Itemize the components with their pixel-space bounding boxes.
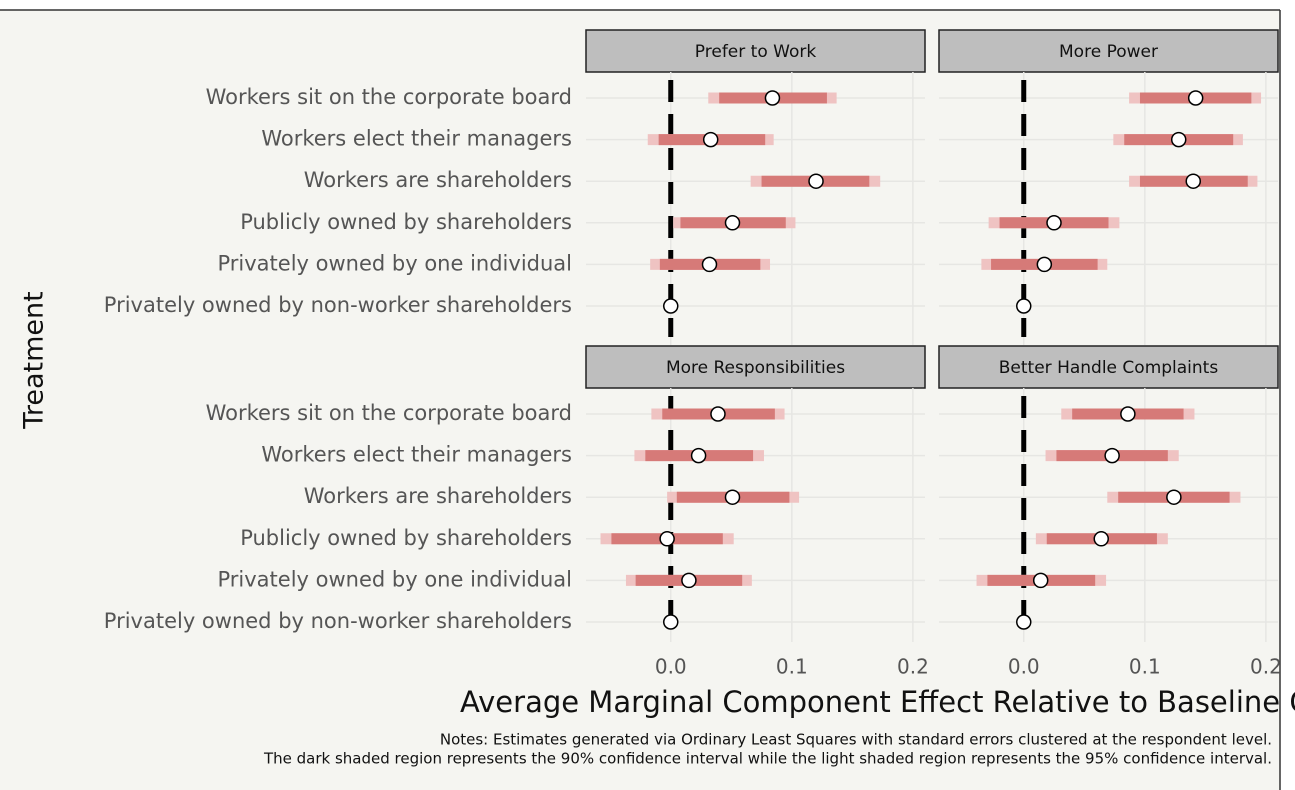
x-axis-label: Average Marginal Component Effect Relati… — [460, 685, 1295, 719]
strip — [938, 345, 1279, 389]
x-tick-label: 0.0 — [1008, 655, 1040, 679]
point — [1166, 489, 1182, 505]
y-tick-label: Workers are shareholders — [304, 484, 572, 508]
x-tick-label: 0.2 — [1250, 655, 1282, 679]
panel-title: More Responsibilities — [666, 358, 845, 378]
y-tick-label: Workers sit on the corporate board — [206, 85, 572, 109]
note: Notes: Estimates generated via Ordinary … — [440, 731, 1272, 749]
point — [1016, 298, 1032, 314]
point — [724, 215, 741, 231]
y-tick-label: Privately owned by non-worker shareholde… — [104, 609, 572, 633]
strip — [938, 29, 1279, 73]
y-tick-label: Workers elect their managers — [261, 127, 572, 151]
point — [1016, 614, 1032, 630]
point — [659, 531, 675, 547]
point — [681, 572, 697, 589]
point — [701, 256, 718, 273]
y-tick-label: Workers elect their managers — [261, 443, 572, 467]
point — [710, 406, 726, 422]
point — [663, 614, 679, 630]
point — [724, 489, 741, 505]
point — [1032, 572, 1049, 589]
point — [1093, 531, 1109, 547]
panel-title: Better Handle Complaints — [999, 358, 1219, 378]
x-tick-label: 0.0 — [655, 655, 687, 679]
y-tick-label: Privately owned by one individual — [217, 567, 572, 591]
point — [1046, 215, 1062, 231]
point — [690, 447, 707, 464]
panel-title: More Power — [1059, 42, 1158, 62]
y-tick-label: Workers sit on the corporate board — [206, 401, 572, 425]
y-tick-label: Privately owned by one individual — [217, 251, 572, 275]
y-axis-label: Treatment — [19, 291, 50, 429]
note: The dark shaded region represents the 90… — [263, 750, 1272, 768]
x-tick-label: 0.1 — [1129, 655, 1161, 679]
y-tick-label: Privately owned by non-worker shareholde… — [104, 293, 572, 317]
x-tick-label: 0.2 — [897, 655, 929, 679]
y-tick-label: Publicly owned by shareholders — [240, 526, 572, 550]
point — [663, 298, 679, 314]
point — [1187, 90, 1204, 106]
y-tick-label: Publicly owned by shareholders — [240, 210, 572, 234]
point — [1170, 131, 1187, 148]
point — [764, 90, 781, 106]
x-tick-label: 0.1 — [776, 655, 808, 679]
point — [1120, 406, 1136, 422]
point — [1104, 447, 1120, 464]
point — [702, 131, 719, 148]
point — [1036, 256, 1053, 273]
strip — [585, 29, 926, 73]
y-tick-label: Workers are shareholders — [304, 168, 572, 192]
point — [1185, 173, 1201, 189]
point — [808, 173, 824, 189]
panel-title: Prefer to Work — [695, 42, 817, 62]
background — [0, 10, 1280, 790]
strip — [585, 345, 926, 389]
